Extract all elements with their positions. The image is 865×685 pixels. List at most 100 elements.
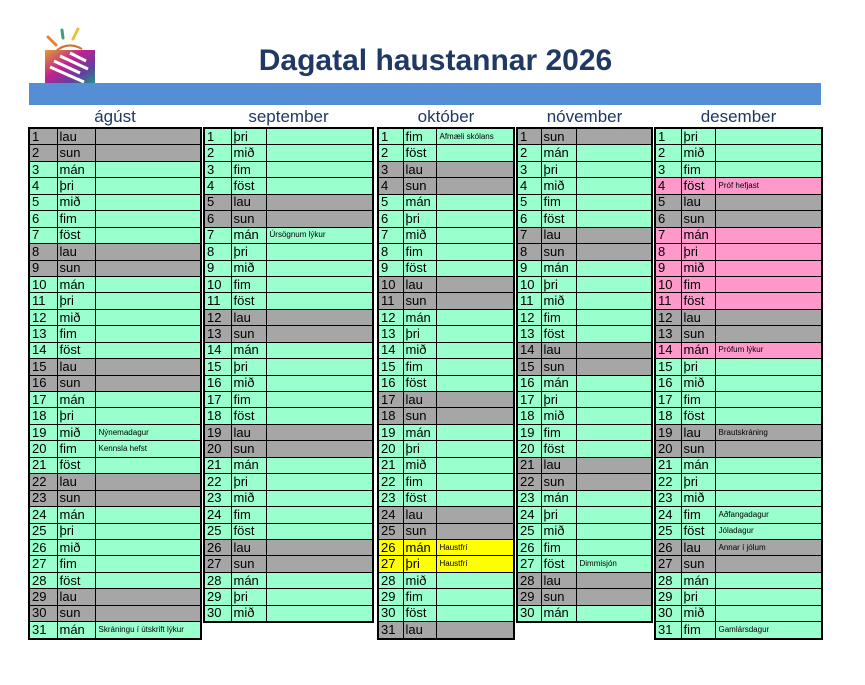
day-note	[575, 226, 653, 245]
day-number: 23	[203, 489, 232, 508]
day-row: 26 lau Annar í jólum	[654, 538, 823, 557]
day-note	[94, 144, 202, 162]
day-row: 28 mán	[203, 571, 374, 590]
day-number: 23	[28, 489, 58, 508]
day-row: 29 þri	[203, 588, 374, 606]
weekday: fim	[680, 275, 716, 294]
day-number: 10	[203, 275, 232, 294]
weekday: mið	[230, 144, 267, 162]
weekday: lau	[540, 571, 577, 590]
day-number: 30	[203, 604, 232, 623]
day-note	[714, 259, 823, 277]
weekday: mið	[540, 522, 577, 540]
day-number: 18	[654, 407, 682, 425]
day-note	[94, 177, 202, 195]
day-note	[575, 440, 653, 458]
day-row: 27 þri Haustfrí	[377, 555, 515, 573]
weekday: föst	[540, 555, 577, 573]
day-row: 14 lau	[516, 341, 653, 360]
day-note	[265, 144, 374, 162]
day-number: 29	[654, 588, 682, 606]
weekday: mið	[230, 489, 267, 508]
weekday: fim	[402, 358, 437, 376]
month-table: 1 sun 2 mán 3 þri 4 mið 5 fim 6 föst 7 lau 8 sun 9 mán 10 þ…	[516, 127, 653, 624]
weekday: þri	[540, 390, 577, 409]
day-row: 4 sun	[377, 177, 515, 195]
day-note	[575, 341, 653, 360]
day-number: 6	[377, 210, 404, 228]
day-number: 13	[28, 325, 58, 343]
day-number: 26	[516, 538, 542, 557]
day-note	[575, 390, 653, 409]
day-row: 19 mið Nýnemadagur	[28, 423, 202, 442]
day-note	[94, 374, 202, 393]
day-row: 16 sun	[28, 374, 202, 393]
day-row: 4 föst Próf hefjast	[654, 177, 823, 195]
day-number: 28	[203, 571, 232, 590]
month-table: 1 þri 2 mið 3 fim 4 föst Próf hefjast 5 lau 6 sun 7 má…	[654, 127, 823, 640]
day-number: 19	[377, 423, 404, 442]
weekday: sun	[56, 489, 96, 508]
day-number: 14	[203, 341, 232, 360]
day-number: 4	[377, 177, 404, 195]
day-note	[435, 473, 515, 491]
day-note	[435, 522, 515, 540]
day-note	[714, 555, 823, 573]
day-note	[435, 407, 515, 425]
day-number: 4	[28, 177, 58, 195]
day-note	[714, 292, 823, 310]
weekday: mið	[402, 571, 437, 590]
weekday: mán	[230, 341, 267, 360]
weekday: sun	[540, 127, 577, 146]
day-number: 21	[203, 456, 232, 475]
day-note	[714, 144, 823, 162]
day-row: 3 þri	[516, 160, 653, 179]
day-note	[575, 604, 653, 623]
day-note: Nýnemadagur	[94, 423, 202, 442]
weekday: mán	[680, 226, 716, 245]
day-note	[575, 489, 653, 508]
day-row: 21 lau	[516, 456, 653, 475]
weekday: föst	[56, 226, 96, 245]
day-number: 22	[654, 473, 682, 491]
weekday: þri	[540, 275, 577, 294]
day-number: 25	[203, 522, 232, 540]
day-note	[435, 193, 515, 212]
weekday: mán	[402, 423, 437, 442]
day-note	[714, 358, 823, 376]
day-number: 3	[203, 160, 232, 179]
weekday: mið	[56, 423, 96, 442]
day-row: 9 mið	[203, 259, 374, 277]
day-row: 24 mán	[28, 506, 202, 524]
weekday: mið	[540, 407, 577, 425]
day-row: 9 mán	[516, 259, 653, 277]
day-number: 14	[377, 341, 404, 360]
weekday: þri	[402, 555, 437, 573]
day-number: 22	[28, 473, 58, 491]
day-note	[575, 292, 653, 310]
day-number: 2	[516, 144, 542, 162]
day-note	[714, 604, 823, 623]
month-name: ágúst	[94, 107, 136, 126]
weekday: sun	[56, 604, 96, 623]
day-row: 21 föst	[28, 456, 202, 475]
day-row: 1 lau	[28, 127, 202, 146]
day-note	[435, 259, 515, 277]
day-note	[435, 571, 515, 590]
day-note	[265, 358, 374, 376]
day-row: 6 sun	[654, 210, 823, 228]
weekday: mán	[56, 160, 96, 179]
day-row: 29 þri	[654, 588, 823, 606]
day-note	[714, 127, 823, 146]
weekday: lau	[680, 193, 716, 212]
day-number: 1	[516, 127, 542, 146]
day-row: 11 mið	[516, 292, 653, 310]
weekday: mán	[56, 621, 96, 640]
day-note	[265, 538, 374, 557]
day-number: 3	[28, 160, 58, 179]
day-number: 1	[377, 127, 404, 146]
day-row: 20 sun	[203, 440, 374, 458]
weekday: sun	[680, 555, 716, 573]
weekday: lau	[230, 308, 267, 327]
day-row: 6 sun	[203, 210, 374, 228]
